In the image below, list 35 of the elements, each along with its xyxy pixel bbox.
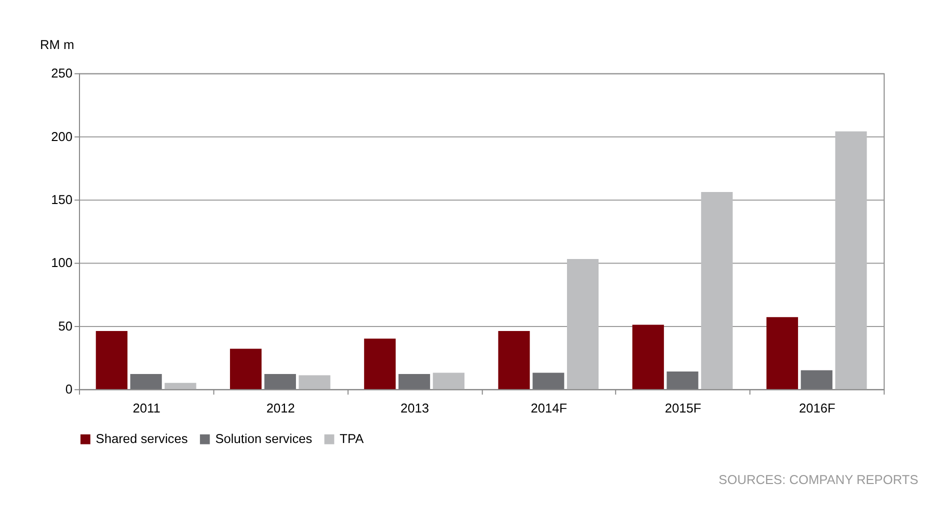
y-tick-label: 250 [51,66,73,81]
bar [298,375,330,390]
bar [164,382,196,390]
bar [701,192,733,390]
bar [632,324,664,390]
x-tick-label: 2012 [266,400,295,416]
legend-label: TPA [340,431,364,446]
bar [666,371,698,390]
x-tick-label: 2013 [400,400,430,416]
bar [364,338,396,390]
x-tick-label: 2015F [664,400,702,416]
legend-label: Solution services [215,431,312,446]
y-tick-label: 200 [51,128,73,144]
bar [96,331,128,390]
bar [498,331,530,390]
bar [264,374,296,390]
bar [532,372,564,390]
y-tick-label: 100 [51,255,73,270]
x-tick-label: 2011 [132,400,160,416]
bar [835,131,867,390]
bar [566,259,599,390]
bar [130,374,162,390]
bar [800,370,832,390]
bar [432,372,464,390]
legend-label: Shared services [96,431,188,446]
x-tick-label: 2016F [798,400,836,416]
y-tick-label: 0 [65,382,73,397]
bar [230,348,262,390]
bar [398,374,430,390]
y-tick-label: 50 [58,318,73,334]
y-tick-label: 150 [51,192,73,208]
bar [766,317,798,390]
x-tick-label: 2014F [530,400,568,416]
source-note: SOURCES: COMPANY REPORTS [718,472,918,487]
y-axis-title: RM m [40,37,74,52]
